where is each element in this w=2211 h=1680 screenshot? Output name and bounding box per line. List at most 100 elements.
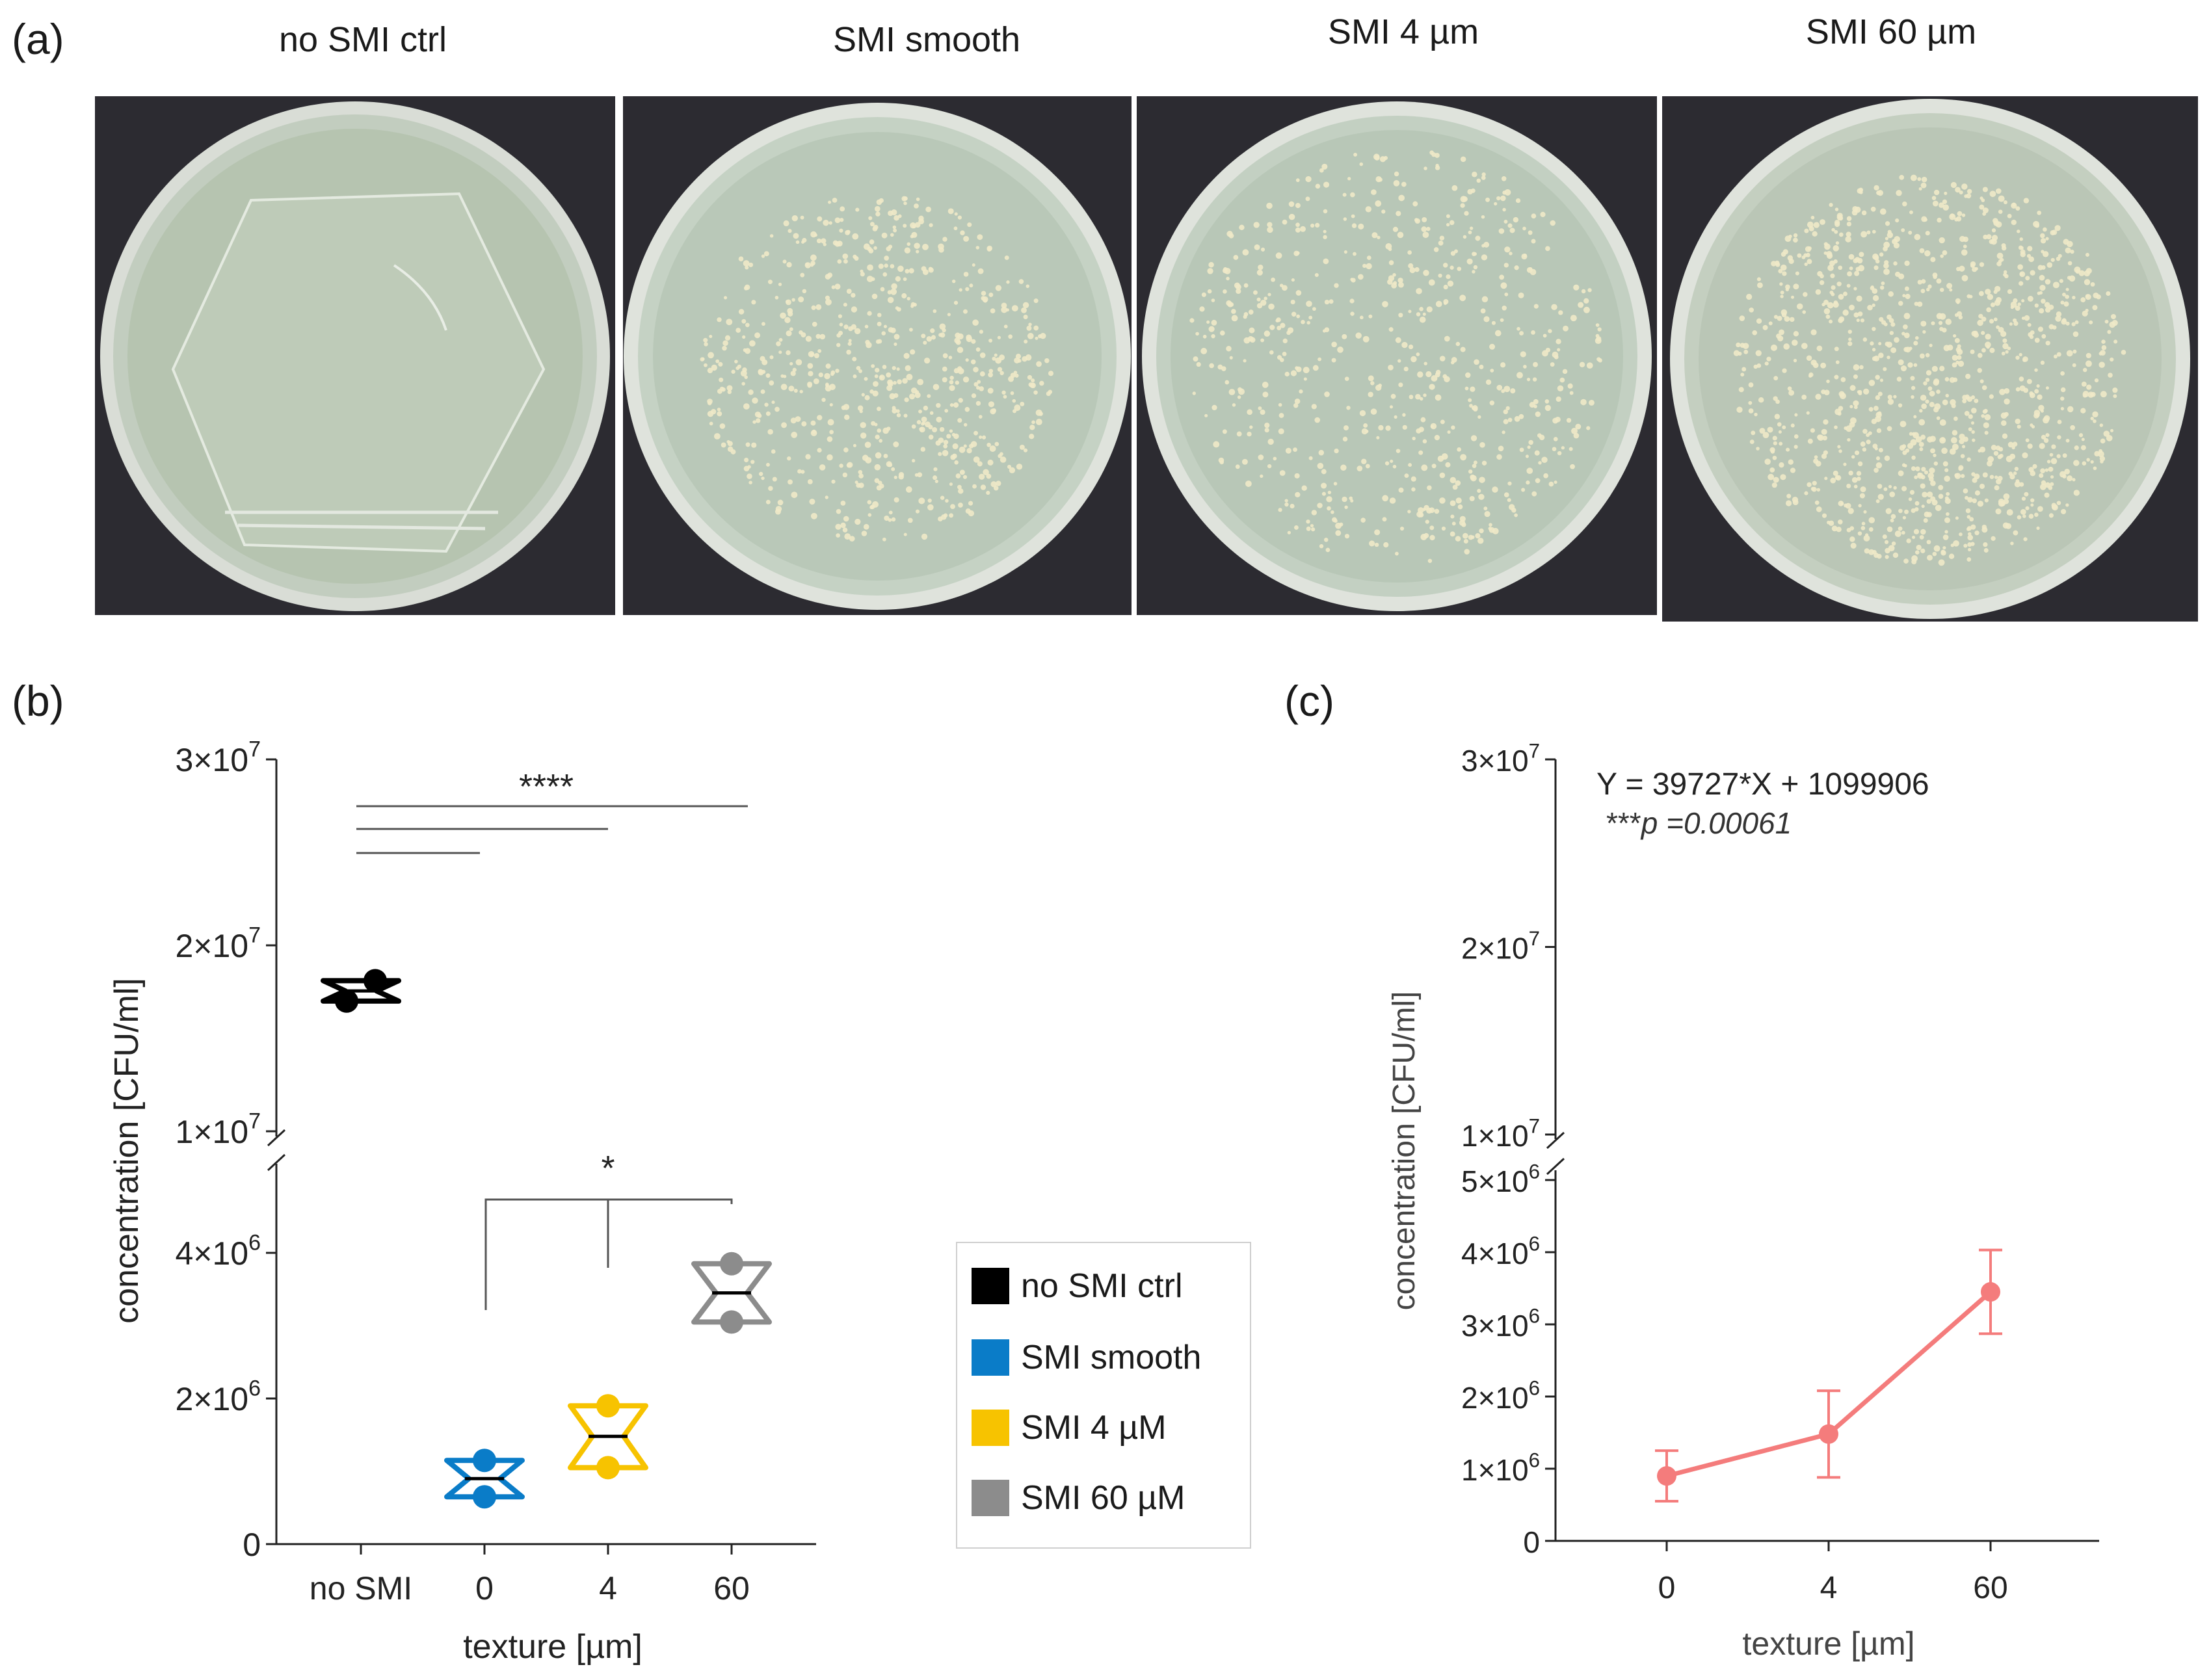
colony-dot [1926, 287, 1930, 292]
colony-dot [1295, 222, 1300, 228]
colony-dot [1843, 291, 1847, 296]
colony-dot [1293, 447, 1297, 452]
colony-dot [731, 369, 735, 374]
colony-dot [2072, 296, 2076, 300]
colony-dot [838, 314, 842, 319]
colony-dot [1851, 455, 1855, 459]
colony-dot [1526, 378, 1531, 382]
colony-dot [1840, 377, 1846, 382]
colony-dot [1507, 498, 1511, 503]
colony-dot [958, 503, 963, 508]
colony-dot [1290, 299, 1295, 305]
colony-dot [1036, 361, 1042, 367]
legend-swatch [972, 1339, 1009, 1376]
axis-break-mark [267, 1129, 286, 1172]
colony-dot [1904, 509, 1909, 514]
colony-dot [1994, 485, 2000, 491]
colony-dot [943, 443, 948, 449]
colony-dot [721, 442, 726, 448]
colony-dot [2065, 247, 2071, 254]
colony-dot [1995, 445, 2001, 451]
colony-dot [1331, 510, 1334, 514]
colony-dot [1914, 335, 1919, 340]
colony-dot [2012, 441, 2018, 447]
colony-dot [1003, 324, 1008, 329]
colony-dot [1470, 474, 1476, 480]
x-tick-label: 4 [1820, 1571, 1838, 1605]
colony-dot [966, 334, 972, 341]
colony-dot [1394, 415, 1397, 419]
colony-dot [2062, 293, 2066, 296]
colony-dot [995, 285, 1002, 291]
colony-dot [1443, 263, 1448, 268]
colony-dot [813, 378, 819, 384]
colony-dot [1444, 335, 1450, 342]
colony-dot [1419, 316, 1426, 323]
colony-dot [717, 317, 722, 322]
colony-dot [893, 441, 899, 447]
colony-dot [1979, 262, 1985, 267]
colony-dot [810, 231, 817, 238]
colony-dot [1392, 464, 1397, 469]
colony-dot [1314, 417, 1321, 423]
colony-dot [1898, 359, 1904, 365]
colony-dot [942, 328, 946, 333]
colony-dot [1972, 477, 1978, 483]
colony-dot [909, 328, 913, 332]
colony-dot [1305, 176, 1312, 183]
colony-dot [2056, 454, 2061, 458]
colony-dot [2084, 279, 2091, 285]
colony-dot [1295, 366, 1299, 371]
colony-dot [1949, 288, 1953, 292]
colony-dot [1955, 516, 1959, 520]
colony-dot [936, 416, 942, 423]
colony-dot [1414, 218, 1419, 222]
colony-dot [1967, 542, 1972, 547]
colony-dot [1955, 298, 1961, 304]
colony-dot [979, 352, 986, 358]
colony-dot [1877, 391, 1883, 397]
colony-dot [853, 443, 856, 447]
colony-dot [1563, 325, 1569, 332]
colony-dot [1863, 388, 1870, 395]
colony-dot [1439, 356, 1446, 361]
colony-dot [1801, 255, 1806, 259]
colony-dot [1986, 307, 1991, 313]
colony-dot [1279, 470, 1286, 476]
colony-dot [1936, 389, 1940, 394]
colony-dot [1891, 541, 1896, 546]
colony-dot [1217, 364, 1223, 370]
colony-dot [2034, 512, 2039, 517]
colony-dot [1875, 456, 1880, 460]
colony-dot [973, 430, 979, 436]
colony-dot [2041, 298, 2046, 304]
colony-dot [991, 408, 996, 413]
colony-dot [1411, 487, 1416, 492]
colony-dot [717, 408, 721, 412]
colony-dot [1520, 351, 1526, 358]
colony-dot [2025, 438, 2030, 443]
colony-dot [953, 402, 959, 408]
colony-dot [1872, 230, 1876, 234]
colony-dot [1996, 252, 2004, 259]
colony-dot [1350, 192, 1355, 198]
colony-dot [1479, 442, 1485, 448]
colony-dot [1756, 318, 1762, 324]
colony-dot [875, 434, 880, 440]
colony-dot [1946, 492, 1950, 496]
colony-dot [1882, 534, 1887, 540]
colony-dot [1256, 269, 1263, 276]
colony-dot [2009, 322, 2013, 326]
colony-dot [2020, 508, 2026, 515]
colony-dot [1879, 378, 1883, 382]
colony-dot [1875, 395, 1881, 400]
colony-dot [924, 358, 931, 364]
colony-dot [2037, 211, 2042, 215]
colony-dot [1885, 508, 1892, 514]
colony-dot [964, 406, 970, 412]
colony-dot [855, 207, 860, 212]
colony-dot [1189, 318, 1195, 323]
colony-dot [1910, 376, 1915, 381]
colony-dot [1284, 502, 1289, 507]
colony-dot [942, 377, 947, 383]
